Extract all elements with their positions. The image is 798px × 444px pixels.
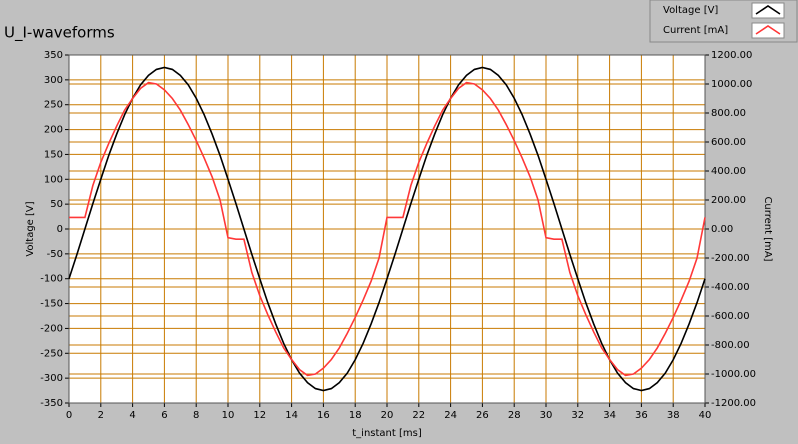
y-tick-label: -100 <box>40 274 63 285</box>
x-tick-label: 34 <box>603 410 616 421</box>
x-tick-label: 36 <box>635 410 648 421</box>
plot-frame <box>68 54 706 404</box>
x-tick-label: 32 <box>571 410 584 421</box>
x-tick-label: 0 <box>66 410 72 421</box>
y2-tick-label: -200.00 <box>711 253 750 264</box>
x-tick-label: 16 <box>317 410 330 421</box>
x-axis-label: t_instant [ms] <box>352 428 422 439</box>
y-tick-label: -300 <box>40 373 63 384</box>
x-tick-label: 6 <box>161 410 167 421</box>
y2-tick-label: 1000.00 <box>711 79 752 90</box>
x-tick-label: 4 <box>129 410 135 421</box>
x-tick-label: 20 <box>381 410 394 421</box>
x-tick-label: 8 <box>193 410 199 421</box>
y2-tick-label: -800.00 <box>711 340 750 351</box>
y2-tick-label: 0.00 <box>711 224 733 235</box>
y-tick-label: 350 <box>44 50 63 61</box>
y2-tick-label: 1200.00 <box>711 50 752 61</box>
legend-swatch-line <box>755 5 781 15</box>
legend-swatch <box>751 2 785 19</box>
x-tick-label: 38 <box>667 410 680 421</box>
y-tick-label: -150 <box>40 299 63 310</box>
x-tick-label: 10 <box>222 410 235 421</box>
x-tick-label: 28 <box>508 410 521 421</box>
y-tick-label: 200 <box>44 125 63 136</box>
y-tick-label: -350 <box>40 398 63 409</box>
x-tick-label: 14 <box>285 410 298 421</box>
x-tick-label: 24 <box>444 410 457 421</box>
series-line <box>69 81 706 377</box>
x-tick-label: 22 <box>412 410 425 421</box>
chart-title: U_I-waveforms <box>4 24 115 43</box>
y2-axis-label: Current [mA] <box>762 196 773 261</box>
y2-tick-label: 600.00 <box>711 137 746 148</box>
y2-tick-label: -600.00 <box>711 311 750 322</box>
y2-tick-label: 200.00 <box>711 195 746 206</box>
y-tick-label: -50 <box>47 249 63 260</box>
legend-label: Current [mA] <box>663 25 728 36</box>
y2-tick-label: -1000.00 <box>711 369 756 380</box>
y2-tick-label: -400.00 <box>711 282 750 293</box>
y-tick-label: -250 <box>40 348 63 359</box>
legend-swatch-line <box>755 25 781 35</box>
y-tick-label: 250 <box>44 100 63 111</box>
y-tick-label: 150 <box>44 149 63 160</box>
legend-label: Voltage [V] <box>663 5 718 16</box>
y-tick-label: 0 <box>57 224 63 235</box>
x-tick-label: 2 <box>98 410 104 421</box>
series-line <box>68 66 706 392</box>
y-axis-label: Voltage [V] <box>25 201 36 256</box>
x-tick-label: 12 <box>253 410 266 421</box>
legend-swatch <box>751 22 785 39</box>
y-tick-label: 300 <box>44 75 63 86</box>
x-tick-label: 26 <box>476 410 489 421</box>
x-tick-label: 18 <box>349 410 362 421</box>
y-tick-label: 50 <box>50 199 63 210</box>
y-tick-label: 100 <box>44 174 63 185</box>
y2-tick-label: 400.00 <box>711 166 746 177</box>
y2-tick-label: 800.00 <box>711 108 746 119</box>
x-tick-label: 40 <box>699 410 712 421</box>
y2-tick-label: -1200.00 <box>711 398 756 409</box>
y-tick-label: -200 <box>40 323 63 334</box>
x-tick-label: 30 <box>540 410 553 421</box>
